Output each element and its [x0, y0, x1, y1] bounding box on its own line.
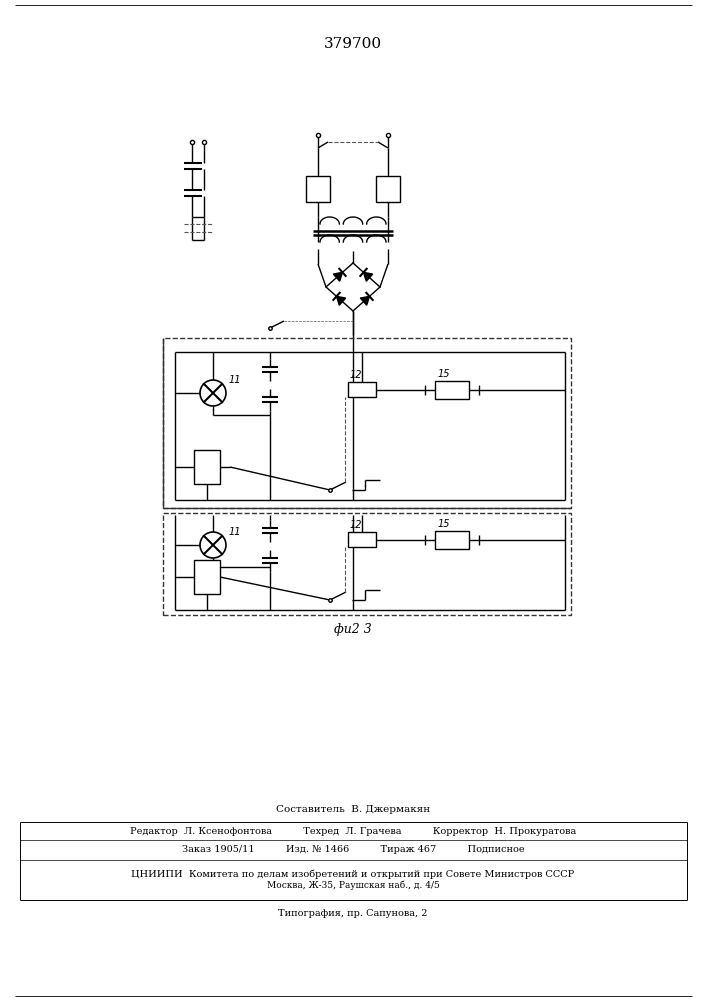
Text: 11: 11: [229, 527, 242, 537]
Bar: [435, 531, 469, 549]
Bar: [163, 513, 571, 615]
Bar: [306, 176, 330, 202]
Text: Типография, пр. Сапунова, 2: Типография, пр. Сапунова, 2: [279, 910, 428, 918]
Text: 15: 15: [438, 369, 450, 379]
Polygon shape: [337, 296, 346, 305]
Text: Составитель  В. Джермакян: Составитель В. Джермакян: [276, 804, 430, 814]
Polygon shape: [361, 296, 370, 305]
Text: Заказ 1905/11          Изд. № 1466          Тираж 467          Подписное: Заказ 1905/11 Изд. № 1466 Тираж 467 Подп…: [182, 846, 525, 854]
Bar: [163, 338, 571, 508]
Text: Москва, Ж-35, Раушская наб., д. 4/5: Москва, Ж-35, Раушская наб., д. 4/5: [267, 880, 440, 890]
Text: фu2 3: фu2 3: [334, 624, 372, 637]
Bar: [348, 382, 376, 397]
Text: 12: 12: [350, 370, 363, 380]
Text: ЦНИИПИ  Комитета по делам изобретений и открытий при Совете Министров СССР: ЦНИИПИ Комитета по делам изобретений и о…: [132, 869, 575, 879]
Polygon shape: [333, 272, 342, 281]
Text: 11: 11: [229, 375, 242, 385]
Bar: [376, 176, 400, 202]
Bar: [194, 450, 220, 484]
Text: 12: 12: [350, 520, 363, 530]
Bar: [348, 532, 376, 547]
Bar: [435, 381, 469, 399]
Text: Редактор  Л. Ксенофонтова          Техред  Л. Грачева          Корректор  Н. Про: Редактор Л. Ксенофонтова Техред Л. Граче…: [130, 826, 576, 836]
Polygon shape: [363, 272, 373, 281]
Text: 15: 15: [438, 519, 450, 529]
Text: 379700: 379700: [324, 37, 382, 51]
Bar: [194, 560, 220, 594]
